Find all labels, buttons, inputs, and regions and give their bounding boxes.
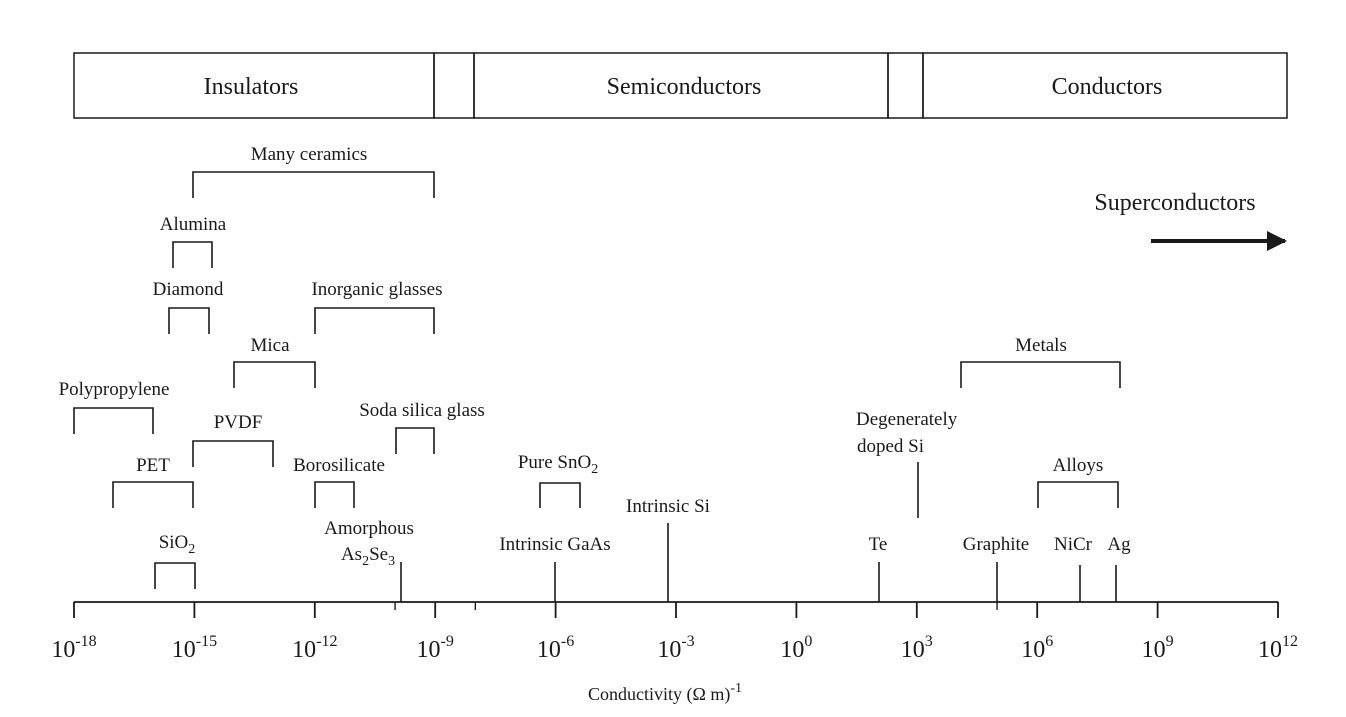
label-soda-silica-glass: Soda silica glass xyxy=(359,400,485,421)
label-diamond: Diamond xyxy=(153,279,224,300)
value-markers: Amorphous As2Se3 Intrinsic GaAs Intrinsi… xyxy=(324,409,1131,602)
bracket-diamond xyxy=(168,307,210,334)
label-sio2: SiO2 xyxy=(159,532,196,557)
label-pure-sno2: Pure SnO2 xyxy=(518,452,598,477)
label-many-ceramics: Many ceramics xyxy=(251,144,368,165)
label-intrinsic-si: Intrinsic Si xyxy=(626,496,710,517)
band-conductors xyxy=(922,52,1288,119)
label-inorganic-glasses: Inorganic glasses xyxy=(311,279,442,300)
axis-tick-label: 103 xyxy=(901,633,933,663)
conductivity-axis: 10-18 10-15 10-12 10-9 10-6 10-3 100 103 106 109 1… xyxy=(51,601,1298,705)
label-intrinsic-gaas: Intrinsic GaAs xyxy=(499,534,610,555)
bracket-alumina xyxy=(172,241,213,268)
label-nicr: NiCr xyxy=(1054,534,1093,555)
bracket-borosilicate xyxy=(314,481,355,508)
bracket-metals xyxy=(960,361,1121,388)
label-metals: Metals xyxy=(1015,335,1067,356)
label-doped-si: doped Si xyxy=(857,436,924,457)
axis-tick-label: 109 xyxy=(1142,633,1174,663)
category-bands: Insulators Semiconductors Conductors xyxy=(73,52,1288,119)
bracket-pet xyxy=(112,481,194,508)
label-amorphous: Amorphous xyxy=(324,518,414,539)
label-borosilicate: Borosilicate xyxy=(293,455,385,476)
bracket-inorganic-glasses xyxy=(314,307,435,334)
label-degenerately: Degenerately xyxy=(856,409,958,430)
label-polypropylene: Polypropylene xyxy=(59,379,170,400)
label-ag: Ag xyxy=(1107,534,1131,555)
axis-tick-label: 10-9 xyxy=(417,633,454,663)
bracket-mica xyxy=(233,361,316,388)
axis-ticks xyxy=(73,602,1279,618)
label-as2se3: As2Se3 xyxy=(341,544,395,569)
axis-tick-label: 10-3 xyxy=(657,633,694,663)
bracket-many-ceramics xyxy=(192,171,435,198)
axis-tick-labels: 10-18 10-15 10-12 10-9 10-6 10-3 100 103 106 109 1… xyxy=(51,633,1298,663)
band-label-insulators: Insulators xyxy=(204,74,299,100)
band-label-conductors: Conductors xyxy=(1052,74,1163,100)
axis-tick-label: 10-15 xyxy=(172,633,217,663)
axis-tick-label: 10-6 xyxy=(537,633,574,663)
bracket-pvdf xyxy=(192,440,274,467)
axis-tick-label: 100 xyxy=(780,633,812,663)
label-pet: PET xyxy=(136,455,170,476)
band-gap-2 xyxy=(887,52,924,119)
bracket-alloys xyxy=(1037,481,1119,508)
label-mica: Mica xyxy=(250,335,290,356)
bracket-polypropylene xyxy=(73,407,154,434)
superconductors-label: Superconductors xyxy=(1094,190,1255,216)
axis-tick-label: 106 xyxy=(1021,633,1053,663)
axis-title: Conductivity (Ω m)-1 xyxy=(588,681,742,705)
label-pvdf: PVDF xyxy=(214,412,263,433)
bracket-soda-silica-glass xyxy=(395,427,435,454)
band-label-semiconductors: Semiconductors xyxy=(607,74,762,100)
band-gap-1 xyxy=(433,52,475,119)
bracket-sio2 xyxy=(154,562,196,589)
superconductors-indicator: Superconductors xyxy=(1094,190,1287,251)
range-brackets: Many ceramics Alumina Diamond Inorganic … xyxy=(59,144,1121,589)
label-te: Te xyxy=(869,534,888,555)
label-alumina: Alumina xyxy=(160,214,227,235)
axis-tick-label: 10-12 xyxy=(292,633,337,663)
axis-tick-label: 1012 xyxy=(1258,633,1298,663)
label-alloys: Alloys xyxy=(1053,455,1104,476)
axis-tick-label: 10-18 xyxy=(51,633,96,663)
bracket-pure-sno2 xyxy=(539,482,581,508)
label-graphite: Graphite xyxy=(963,534,1029,555)
